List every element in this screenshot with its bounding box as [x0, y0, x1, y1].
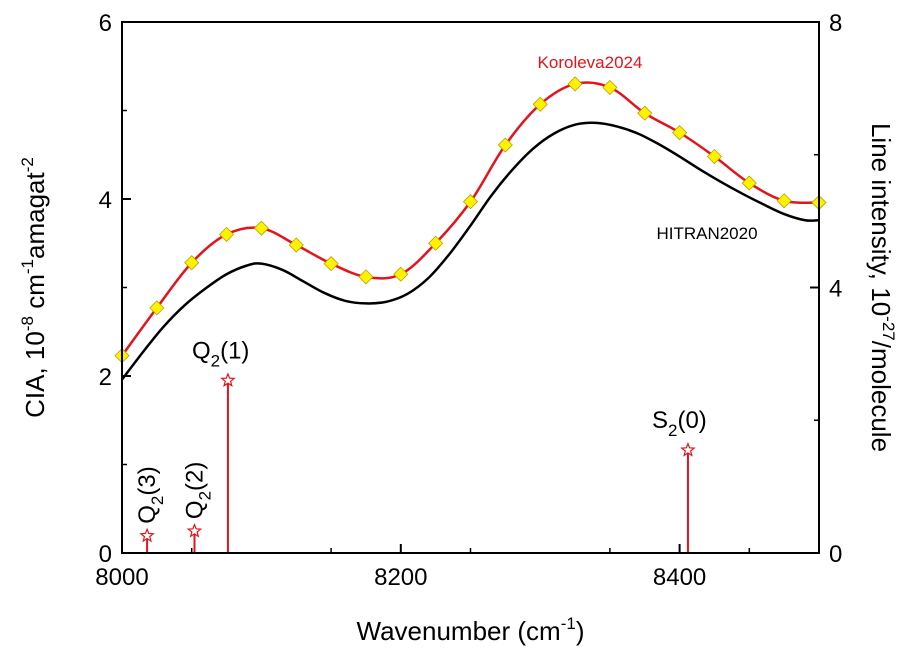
data-point-koroleva2024	[776, 193, 792, 209]
line-label: Q2(3)	[134, 466, 167, 523]
line-label: S2(0)	[652, 407, 707, 440]
y-left-axis-title: CIA, 10-8 cm-1amagat-2	[18, 157, 50, 418]
y-right-axis-title-text: Line intensity, 10-27/molecule	[866, 123, 898, 452]
y-right-title-sup: -27	[879, 316, 898, 341]
line-label-sub: 2	[211, 351, 220, 370]
data-point-koroleva2024	[462, 194, 479, 210]
y-right-title-part: /molecule	[866, 341, 896, 452]
x-axis-title-main: Wavenumber (cm	[357, 616, 561, 646]
x-axis-title-sup: -1	[561, 614, 576, 633]
line-label-sub: 2	[148, 496, 167, 505]
series-line-hitran2020	[121, 121, 820, 381]
y-left-tick-label: 6	[99, 10, 112, 37]
line-label-sub: 2	[195, 491, 214, 500]
y-left-title-sup: -2	[18, 157, 37, 172]
line-label-letter: Q	[134, 505, 161, 524]
x-tick-label: 8000	[95, 564, 148, 591]
data-point-koroleva2024	[428, 235, 444, 251]
data-point-koroleva2024	[532, 96, 548, 112]
line-label-paren: (0)	[677, 407, 706, 434]
line-label-letter: Q	[192, 337, 211, 364]
y-right-title-part: Line intensity, 10	[866, 123, 896, 316]
line-label-paren: (2)	[181, 462, 208, 491]
data-point-koroleva2024	[218, 226, 235, 242]
data-point-koroleva2024	[602, 79, 618, 96]
data-point-koroleva2024	[497, 137, 513, 153]
data-point-koroleva2024	[253, 220, 269, 236]
series-label-koroleva2024: Koroleva2024	[538, 53, 643, 72]
line-label-text: Q2(1)	[192, 337, 249, 370]
x-tick-label: 8200	[374, 564, 427, 591]
data-point-koroleva2024	[672, 125, 688, 141]
line-label-text: Q2(3)	[134, 466, 167, 523]
data-point-koroleva2024	[358, 269, 374, 285]
line-label-paren: (1)	[220, 337, 249, 364]
line-label-text: Q2(2)	[181, 462, 214, 519]
y-right-tick-label: 0	[829, 541, 842, 568]
y-left-tick-label: 2	[99, 364, 112, 391]
line-star-marker	[139, 527, 155, 543]
x-axis-title: Wavenumber (cm-1)	[357, 614, 585, 646]
data-point-koroleva2024	[741, 175, 757, 191]
line-star-marker	[680, 441, 696, 457]
line-label-letter: Q	[181, 500, 208, 519]
line-label-letter: S	[652, 407, 668, 434]
x-tick-label: 8400	[653, 564, 706, 591]
y-left-axis-title-text: CIA, 10-8 cm-1amagat-2	[18, 157, 50, 418]
y-right-tick-label: 4	[829, 276, 842, 303]
y-left-tick-label: 4	[99, 187, 112, 214]
line-label: Q2(1)	[192, 337, 249, 370]
y-left-title-part: CIA, 10	[20, 331, 50, 418]
data-point-koroleva2024	[706, 148, 723, 165]
line-label: Q2(2)	[181, 462, 214, 519]
y-left-title-sup: -1	[18, 259, 37, 274]
data-point-koroleva2024	[184, 255, 200, 271]
line-star-marker	[220, 372, 236, 388]
data-point-koroleva2024	[637, 105, 653, 121]
data-point-koroleva2024	[567, 76, 583, 92]
y-left-title-part: amagat	[20, 172, 50, 259]
data-point-koroleva2024	[149, 300, 165, 316]
series-line-koroleva2024	[120, 81, 820, 357]
data-point-koroleva2024	[323, 256, 339, 272]
y-right-tick-label: 8	[829, 10, 842, 37]
x-axis-title-tail: )	[576, 616, 585, 646]
y-left-title-part: cm	[20, 274, 50, 316]
data-point-koroleva2024	[393, 266, 409, 282]
line-label-text: S2(0)	[652, 407, 707, 440]
plot-frame	[121, 21, 820, 554]
line-label-paren: (3)	[134, 466, 161, 495]
y-right-axis-title: Line intensity, 10-27/molecule	[866, 123, 898, 452]
data-point-koroleva2024	[288, 237, 304, 253]
line-label-sub: 2	[668, 421, 677, 440]
y-left-tick-label: 0	[99, 541, 112, 568]
series-label-hitran2020: HITRAN2020	[656, 224, 757, 243]
y-left-title-sup: -8	[18, 316, 37, 331]
line-star-marker	[186, 522, 203, 538]
